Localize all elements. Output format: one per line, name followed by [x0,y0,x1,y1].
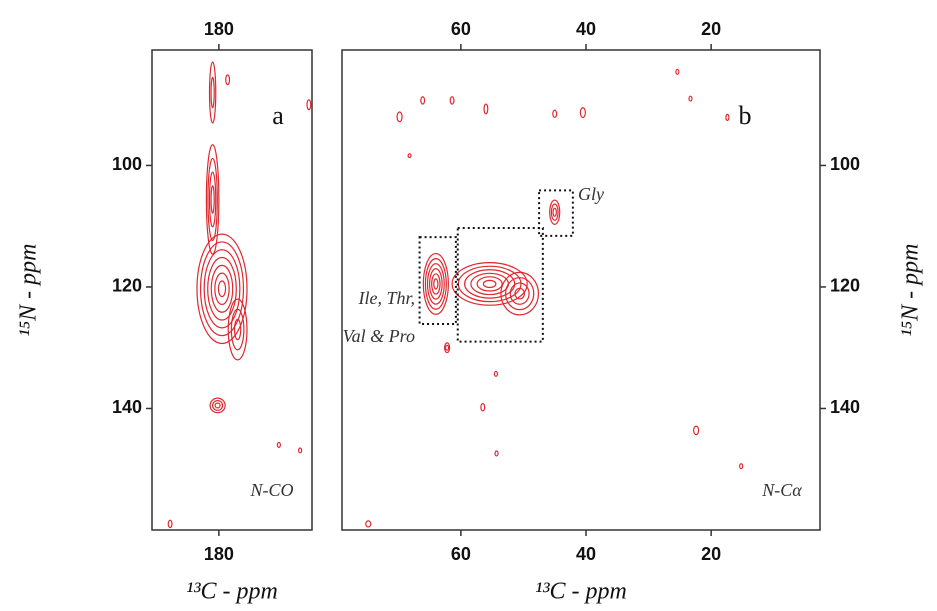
contour [514,287,525,300]
contour [549,199,561,225]
y-tick-label: 140 [112,397,142,417]
contour [210,185,215,214]
contour [422,252,449,315]
contour [214,272,230,306]
contour [493,370,499,377]
contour [552,109,558,119]
region-box [456,227,544,343]
contour [207,256,237,321]
contour [739,463,744,470]
contour [431,273,441,295]
contour [725,113,730,122]
contour [217,280,227,298]
contour [210,264,234,313]
x-tick-label-bottom: 40 [576,544,596,564]
contour [433,278,439,290]
contour [693,425,700,436]
contour [505,277,535,311]
region-label: Ile, Thr, [357,288,415,308]
y-tick-label: 120 [112,276,142,296]
contour [675,68,680,75]
contour [396,111,403,123]
y-axis-label: ¹⁵N - ppm [898,244,924,337]
plot-area [365,68,744,528]
contour [207,157,218,242]
contour [208,171,217,228]
contour [209,397,226,414]
y-axis-label: ¹⁵N - ppm [16,244,42,337]
contour [552,207,557,217]
contour [500,271,540,316]
contour [449,96,455,105]
contour [476,276,503,292]
region-box [418,236,457,326]
contour [550,203,559,221]
contour [451,262,528,306]
plot-frame [341,49,821,531]
contour [482,279,497,289]
region-label: Val & Pro [343,326,415,346]
contour [212,399,224,411]
x-tick-label-top: 20 [701,19,721,39]
x-tick-label-bottom: 20 [701,544,721,564]
annotation: N-Cα [761,480,802,500]
contour [457,265,522,303]
x-tick-label-top: 40 [576,19,596,39]
contour [276,441,281,448]
contour [225,74,231,86]
plot-area [167,61,312,529]
x-axis-label: ¹³C - ppm [535,579,627,605]
x-tick-label-top: 180 [204,19,234,39]
panel-letter: b [739,101,752,130]
contour [494,450,499,457]
contour [579,107,586,119]
contour [365,520,372,528]
contour [444,342,451,354]
annotation: N-CO [249,480,293,500]
contour [205,144,220,255]
contour [199,241,245,337]
contour [227,298,248,361]
contour [208,61,217,124]
plot-frame [151,49,313,531]
contour [298,447,303,454]
x-tick-label-bottom: 180 [204,544,234,564]
x-axis-label: ¹³C - ppm [186,579,278,605]
contour [214,402,221,409]
contour [483,103,489,115]
y-tick-label: 100 [112,154,142,174]
y-tick-label: 120 [830,276,860,296]
contour [424,258,447,310]
contour [480,403,486,412]
contour [420,96,426,105]
region-box [538,189,574,237]
contour [688,95,693,102]
x-tick-label-top: 60 [451,19,471,39]
contour [306,99,312,111]
contour [464,269,516,299]
contour [167,519,173,529]
contour [196,233,248,345]
contour [428,268,443,300]
contour [230,308,245,351]
panel-letter: a [272,101,284,130]
x-tick-label-bottom: 60 [451,544,471,564]
contour [233,318,242,341]
contour [203,249,241,329]
contour [210,76,215,109]
y-tick-label: 100 [830,154,860,174]
contour [426,263,445,305]
contour [445,344,450,351]
y-tick-label: 140 [830,397,860,417]
contour [509,282,530,305]
contour [407,153,412,159]
region-label: Gly [578,184,604,204]
